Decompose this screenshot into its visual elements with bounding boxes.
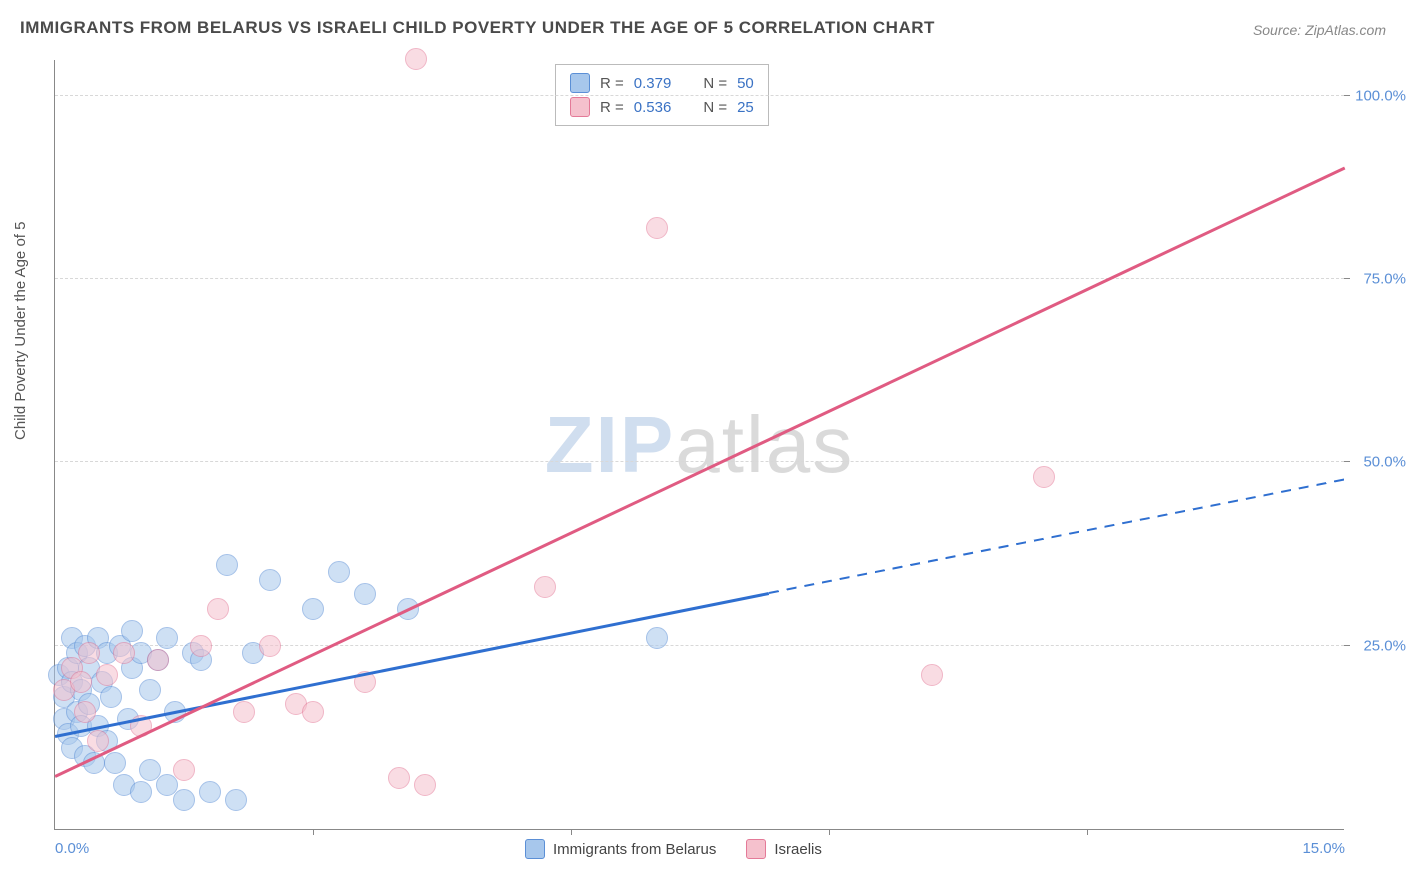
data-point	[405, 48, 427, 70]
series-legend: Immigrants from Belarus Israelis	[525, 839, 822, 859]
x-tick-label: 0.0%	[55, 840, 89, 857]
data-point	[646, 627, 668, 649]
legend-item-belarus: Immigrants from Belarus	[525, 839, 716, 859]
data-point	[414, 774, 436, 796]
r-value-1: 0.379	[634, 75, 672, 92]
data-point	[190, 635, 212, 657]
data-point	[1033, 466, 1055, 488]
swatch-israelis	[746, 839, 766, 859]
x-minor-tick	[571, 829, 572, 835]
data-point	[225, 789, 247, 811]
data-point	[96, 664, 118, 686]
data-point	[534, 576, 556, 598]
data-point	[70, 671, 92, 693]
x-minor-tick	[313, 829, 314, 835]
y-tick	[1344, 461, 1350, 462]
data-point	[156, 627, 178, 649]
y-tick-label: 25.0%	[1363, 637, 1406, 654]
y-tick	[1344, 645, 1350, 646]
n-value-1: 50	[737, 75, 754, 92]
data-point	[302, 598, 324, 620]
data-point	[78, 642, 100, 664]
legend-label-israelis: Israelis	[774, 841, 822, 858]
chart-container: IMMIGRANTS FROM BELARUS VS ISRAELI CHILD…	[0, 0, 1406, 892]
swatch-series-2	[570, 97, 590, 117]
watermark: ZIPatlas	[545, 399, 854, 491]
data-point	[113, 642, 135, 664]
data-point	[173, 789, 195, 811]
data-point	[199, 781, 221, 803]
r-value-2: 0.536	[634, 99, 672, 116]
data-point	[130, 781, 152, 803]
y-tick-label: 50.0%	[1363, 454, 1406, 471]
x-minor-tick	[829, 829, 830, 835]
y-axis-label: Child Poverty Under the Age of 5	[12, 222, 29, 440]
data-point	[216, 554, 238, 576]
legend-label-belarus: Immigrants from Belarus	[553, 841, 716, 858]
data-point	[302, 701, 324, 723]
y-tick-label: 100.0%	[1355, 87, 1406, 104]
watermark-zip: ZIP	[545, 400, 675, 489]
data-point	[74, 701, 96, 723]
legend-row-series-1: R = 0.379 N = 50	[570, 71, 754, 95]
r-label: R =	[600, 75, 624, 92]
data-point	[388, 767, 410, 789]
n-label: N =	[703, 99, 727, 116]
trend-line	[769, 479, 1346, 595]
y-tick-label: 75.0%	[1363, 271, 1406, 288]
data-point	[104, 752, 126, 774]
x-minor-tick	[1087, 829, 1088, 835]
data-point	[139, 679, 161, 701]
data-point	[921, 664, 943, 686]
r-label: R =	[600, 99, 624, 116]
data-point	[259, 635, 281, 657]
data-point	[646, 217, 668, 239]
data-point	[87, 730, 109, 752]
data-point	[121, 620, 143, 642]
data-point	[100, 686, 122, 708]
chart-title: IMMIGRANTS FROM BELARUS VS ISRAELI CHILD…	[20, 18, 935, 38]
y-tick	[1344, 278, 1350, 279]
n-label: N =	[703, 75, 727, 92]
y-tick	[1344, 95, 1350, 96]
gridline	[55, 95, 1344, 96]
data-point	[328, 561, 350, 583]
swatch-belarus	[525, 839, 545, 859]
plot-area: ZIPatlas R = 0.379 N = 50 R = 0.536 N = …	[54, 60, 1344, 830]
x-tick-label: 15.0%	[1302, 840, 1345, 857]
trend-line	[54, 167, 1345, 778]
data-point	[173, 759, 195, 781]
n-value-2: 25	[737, 99, 754, 116]
legend-row-series-2: R = 0.536 N = 25	[570, 95, 754, 119]
gridline	[55, 461, 1344, 462]
data-point	[207, 598, 229, 620]
legend-item-israelis: Israelis	[746, 839, 822, 859]
gridline	[55, 278, 1344, 279]
data-point	[233, 701, 255, 723]
data-point	[259, 569, 281, 591]
data-point	[354, 583, 376, 605]
data-point	[147, 649, 169, 671]
source-attribution: Source: ZipAtlas.com	[1253, 22, 1386, 38]
swatch-series-1	[570, 73, 590, 93]
